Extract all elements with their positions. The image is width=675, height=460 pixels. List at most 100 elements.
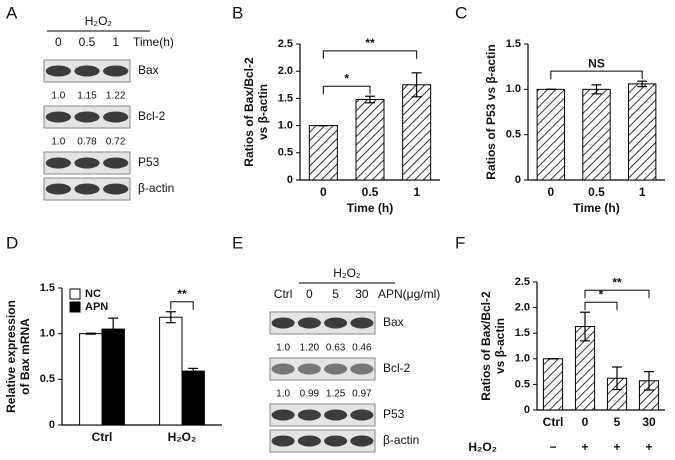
blot-band xyxy=(74,65,100,77)
x-tick-label: 1 xyxy=(413,185,420,199)
blot-strip xyxy=(269,311,376,335)
y-axis-label: Ratios of P53 vs β-actin xyxy=(484,44,498,179)
blot-band xyxy=(74,111,100,123)
treatment-label: H₂O₂ xyxy=(85,14,113,28)
y-tick-label: 0 xyxy=(49,419,55,431)
band-ratio: 0.72 xyxy=(106,137,126,148)
panel-letter: A xyxy=(6,3,18,22)
panel-letter: D xyxy=(6,233,18,252)
treatment-mark: + xyxy=(613,440,620,454)
blot-band xyxy=(271,363,295,375)
lane-label: 0.5 xyxy=(79,35,96,49)
band-ratio: 1.25 xyxy=(326,389,346,400)
significance-label: ** xyxy=(177,287,187,301)
y-tick-label: 1.0 xyxy=(506,83,521,95)
blot-band xyxy=(350,363,374,375)
y-tick-label: 0.5 xyxy=(506,129,521,141)
blot-band xyxy=(350,435,374,447)
band-ratio: 0.78 xyxy=(77,137,97,148)
band-ratio: 1.0 xyxy=(51,91,65,102)
blot-band xyxy=(324,363,348,375)
y-tick-label: 0 xyxy=(287,174,293,186)
y-tick-label: 2.0 xyxy=(278,65,293,77)
blot-band xyxy=(74,183,100,195)
y-tick-label: 1.5 xyxy=(515,327,530,339)
y-tick-label: 1.0 xyxy=(515,353,530,365)
blot-band xyxy=(74,157,100,169)
significance-bracket xyxy=(550,70,643,80)
blot-row-label: P53 xyxy=(383,407,405,421)
bar xyxy=(308,125,338,181)
blot-band xyxy=(103,111,129,123)
treatment-mark: − xyxy=(549,440,556,454)
blot-band xyxy=(324,435,348,447)
blot-band xyxy=(324,317,348,329)
x-tick-label: 0.5 xyxy=(362,185,379,199)
bar xyxy=(181,370,205,426)
blot-band xyxy=(45,111,71,123)
y-tick-label: 1.5 xyxy=(506,38,521,50)
bar xyxy=(627,83,657,181)
significance-bracket xyxy=(322,50,418,59)
bar xyxy=(582,88,611,181)
treatment-label: H₂O₂ xyxy=(468,440,497,454)
blot-band xyxy=(297,409,321,421)
x-tick-label: Ctrl xyxy=(543,415,564,429)
bar xyxy=(101,328,125,426)
blot-band xyxy=(297,317,321,329)
blot-band xyxy=(45,157,71,169)
x-tick-label: 1 xyxy=(639,185,646,199)
band-ratio: 0.63 xyxy=(326,343,346,354)
treatment-mark: + xyxy=(645,440,652,454)
blot-band xyxy=(45,65,71,77)
x-tick-label: 0 xyxy=(547,185,554,199)
x-tick-label: H₂O₂ xyxy=(168,430,197,444)
y-axis-label: Ratios of Bax/Bcl-2 xyxy=(479,291,493,401)
y-tick-label: 1.0 xyxy=(40,328,55,340)
x-axis-label: Time (h) xyxy=(347,201,393,215)
blot-band xyxy=(350,409,374,421)
y-tick-label: 1.5 xyxy=(40,282,55,294)
bar xyxy=(355,98,385,181)
lane-label: 1 xyxy=(112,35,119,49)
legend-label: APN xyxy=(85,301,108,313)
legend-label: NC xyxy=(85,288,101,300)
y-tick-label: 2.5 xyxy=(515,276,530,288)
x-tick-label: 5 xyxy=(614,415,621,429)
blot-band xyxy=(271,317,295,329)
y-tick-label: 0 xyxy=(524,404,530,416)
x-tick-label: 0 xyxy=(582,415,589,429)
blot-band xyxy=(45,183,71,195)
blot-band xyxy=(297,363,321,375)
y-tick-label: 0.5 xyxy=(40,373,55,385)
y-tick-label: 1.5 xyxy=(278,92,293,104)
panel-letter: C xyxy=(455,3,467,22)
significance-label: ** xyxy=(365,36,375,50)
blot-row-label: β-actin xyxy=(138,181,174,195)
blot-band xyxy=(271,435,295,447)
blot-band xyxy=(350,317,374,329)
significance-bracket xyxy=(170,301,194,310)
legend-swatch xyxy=(69,288,81,300)
significance-label: ** xyxy=(612,275,622,289)
lane-label: Ctrl xyxy=(274,287,293,301)
lane-label: 0 xyxy=(55,35,62,49)
y-tick-label: 1.0 xyxy=(278,120,293,132)
blot-band xyxy=(103,65,129,77)
y-tick-label: 0.5 xyxy=(515,378,530,390)
band-ratio: 0.46 xyxy=(352,343,372,354)
band-ratio: 1.15 xyxy=(77,91,97,102)
band-ratio: 1.0 xyxy=(276,389,290,400)
y-tick-label: 0 xyxy=(515,174,521,186)
blot-strip xyxy=(269,429,376,453)
bar xyxy=(536,88,566,181)
panel-letter: B xyxy=(232,3,243,22)
significance-label: NS xyxy=(588,56,605,70)
treatment-label: H₂O₂ xyxy=(333,266,361,280)
significance-label: * xyxy=(599,287,604,301)
y-tick-label: 0.5 xyxy=(278,147,293,159)
lane-label: 0 xyxy=(306,287,313,301)
blot-row-label: Bcl-2 xyxy=(138,109,166,123)
